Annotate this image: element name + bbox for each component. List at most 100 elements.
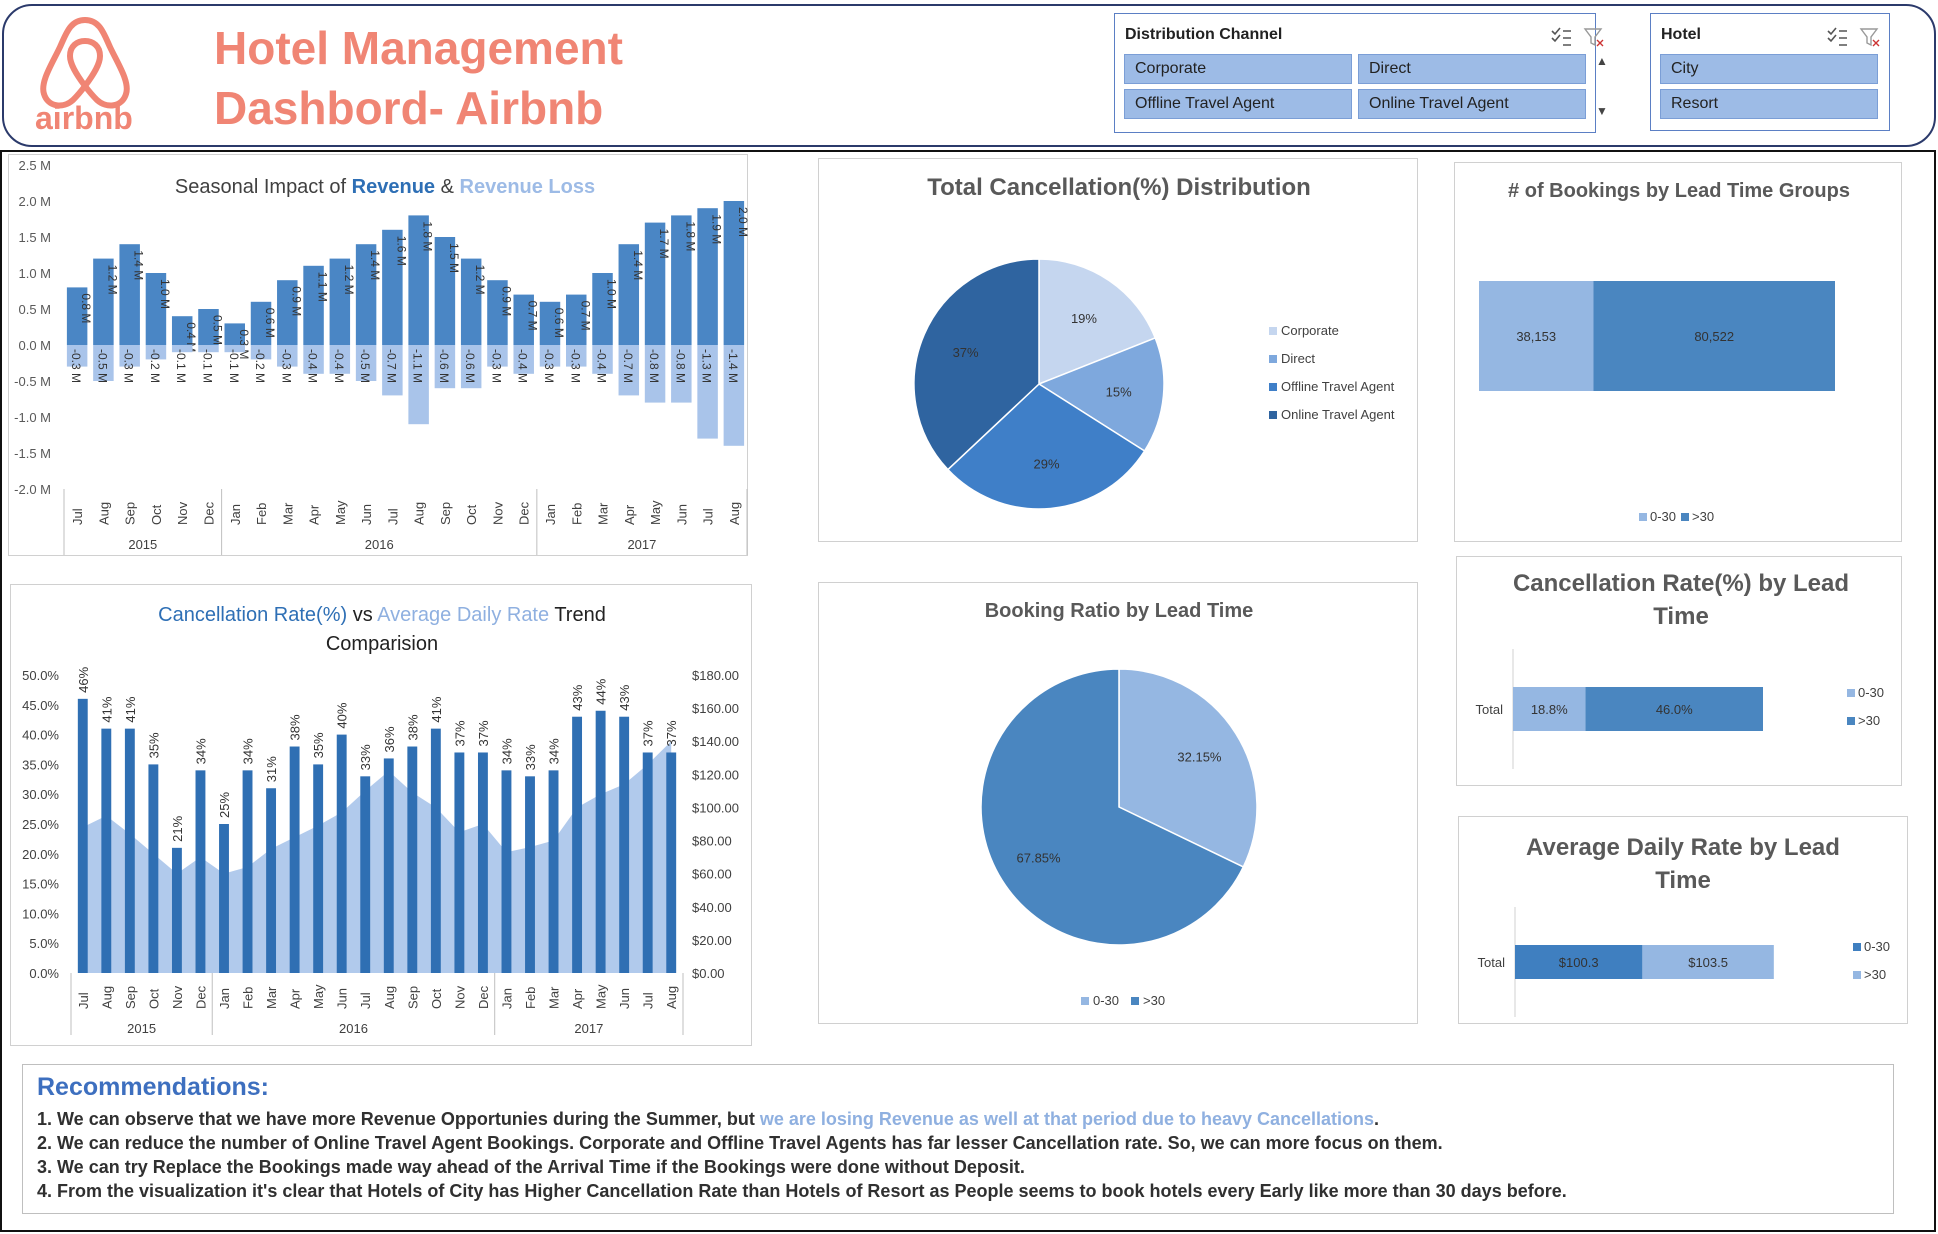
left-tick-label: 50.0%: [22, 668, 59, 683]
booking-ratio-chart: Booking Ratio by Lead Time 32.15% 67.85% 0-…: [818, 582, 1418, 1024]
month-tick-label: Sep: [123, 986, 138, 1009]
recommendation-2: 2. We can reduce the number of Online Tr…: [37, 1133, 1443, 1153]
revenue-value-label: 1.7 M: [657, 229, 671, 259]
rec1-text-a: 1. We can observe that we have more Reve…: [37, 1109, 760, 1129]
legend-swatch: [1639, 513, 1647, 521]
month-tick-label: Apr: [622, 504, 637, 525]
left-tick-label: 45.0%: [22, 698, 59, 713]
month-tick-label: Jan: [228, 504, 243, 525]
loss-value-label: -0.3 M: [489, 349, 503, 383]
revenue-value-label: 1.0 M: [605, 279, 619, 309]
revenue-bar: [434, 237, 456, 345]
legend-swatch: [1847, 717, 1855, 725]
dashboard-area: [0, 150, 1936, 1232]
cancellation-bar: [572, 716, 583, 973]
legend-label: 0-30: [1650, 509, 1676, 524]
recommendations-panel: Recommendations: 1. We can observe that …: [22, 1064, 1894, 1214]
revenue-loss-bar: [434, 345, 456, 389]
slicer-item-direct[interactable]: Direct: [1358, 54, 1586, 84]
loss-value-label: -0.7 M: [621, 349, 635, 383]
revenue-bar: [671, 215, 692, 345]
month-tick-label: Feb: [241, 987, 256, 1009]
slicer-item-resort[interactable]: Resort: [1660, 89, 1878, 119]
legend-label: 0-30: [1093, 993, 1119, 1008]
slicer-scroll-down[interactable]: ▼: [1596, 104, 1608, 118]
pie-slice: [1037, 337, 1165, 453]
slicer-item-offline-travel-agent[interactable]: Offline Travel Agent: [1124, 89, 1352, 119]
year-label: 2016: [339, 1021, 368, 1036]
cancellation-distribution-chart: Total Cancellation(%) Distribution 19% 15%…: [818, 158, 1418, 542]
slicer-item-corporate[interactable]: Corporate: [1124, 54, 1352, 84]
legend-swatch: [1847, 689, 1855, 697]
cancel-adr-chart-svg: Cancellation Rate(%) vs Average Daily Ra…: [22, 604, 739, 1036]
month-tick-label: Sep: [405, 986, 420, 1009]
slicer-item-online-travel-agent[interactable]: Online Travel Agent: [1358, 89, 1586, 119]
loss-value-label: -0.2 M: [148, 349, 162, 383]
y-tick-label: 2.5 M: [18, 158, 51, 173]
revenue-value-label: 1.2 M: [473, 265, 487, 295]
legend-label: 0-30: [1864, 939, 1890, 954]
right-tick-label: $60.00: [692, 867, 732, 882]
revenue-bar: [250, 301, 272, 345]
month-tick-label: Oct: [464, 504, 479, 525]
pie-slice: [946, 383, 1146, 510]
month-tick-label: Jan: [499, 988, 514, 1009]
month-tick-label: Jan: [217, 988, 232, 1009]
slicer-item-city[interactable]: City: [1660, 54, 1878, 84]
multi-select-icon[interactable]: [1550, 26, 1572, 48]
month-tick-label: Aug: [96, 502, 111, 525]
loss-value-label: -0.3 M: [568, 349, 582, 383]
revenue-value-label: 0.9 M: [289, 286, 303, 316]
bar-value-label: 38,153: [1516, 329, 1556, 344]
revenue-bar: [119, 244, 140, 345]
cancellation-bar: [313, 764, 324, 973]
revenue-value-label: 0.6 M: [552, 308, 566, 338]
category-label: Total: [1476, 702, 1504, 717]
adr-area: [82, 741, 672, 973]
revenue-value-label: 1.0 M: [158, 279, 172, 309]
revenue-bar: [145, 273, 167, 345]
left-tick-label: 5.0%: [29, 936, 59, 951]
pie-value-label: 67.85%: [1017, 851, 1062, 866]
left-tick-label: 30.0%: [22, 787, 59, 802]
cancellation-bar: [407, 746, 418, 973]
bar-value-label: 18.8%: [1531, 702, 1568, 717]
revenue-value-label: 1.4 M: [631, 250, 645, 280]
right-tick-label: $40.00: [692, 900, 732, 915]
loss-value-label: -0.2 M: [253, 349, 267, 383]
cancellation-bar: [124, 728, 135, 973]
cancellation-value-label: 34%: [241, 738, 256, 764]
right-tick-label: $180.00: [692, 668, 739, 683]
seasonal-chart-svg: Seasonal Impact of Revenue & Revenue Los…: [14, 158, 749, 555]
month-tick-label: Sep: [123, 502, 138, 525]
slicer-scrollbar[interactable]: [1593, 54, 1595, 124]
rec1-highlight: we are losing Revenue as well at that pe…: [759, 1109, 1375, 1129]
multi-select-icon[interactable]: [1826, 26, 1848, 48]
cancellation-value-label: 43%: [617, 684, 632, 710]
revenue-bar: [198, 309, 219, 345]
cancellation-value-label: 25%: [217, 792, 232, 818]
revenue-loss-bar: [145, 345, 167, 360]
year-label: 2015: [128, 537, 157, 552]
year-label: 2016: [365, 537, 394, 552]
cancellation-value-label: 40%: [335, 702, 350, 728]
revenue-loss-bar: [250, 345, 272, 360]
title-line-2: Dashbord- Airbnb: [214, 82, 604, 134]
month-tick-label: Apr: [570, 988, 585, 1009]
revenue-loss-bar: [329, 345, 351, 374]
right-tick-label: $80.00: [692, 834, 732, 849]
revenue-value-label: 1.6 M: [394, 236, 408, 266]
hotel-slicer: Hotel City Resort: [1650, 13, 1890, 131]
slicer-scroll-up[interactable]: ▲: [1596, 54, 1608, 68]
revenue-bar: [408, 215, 429, 345]
month-tick-label: Apr: [307, 504, 322, 525]
clear-filter-icon[interactable]: [1859, 26, 1881, 48]
clear-filter-icon[interactable]: [1583, 26, 1605, 48]
y-tick-label: -1.0 M: [14, 410, 51, 425]
month-tick-label: Oct: [149, 504, 164, 525]
y-tick-label: -1.5 M: [14, 446, 51, 461]
left-tick-label: 40.0%: [22, 728, 59, 743]
left-tick-label: 10.0%: [22, 906, 59, 921]
recommendation-1: 1. We can observe that we have more Reve…: [37, 1109, 1379, 1130]
revenue-loss-bar: [592, 345, 613, 374]
